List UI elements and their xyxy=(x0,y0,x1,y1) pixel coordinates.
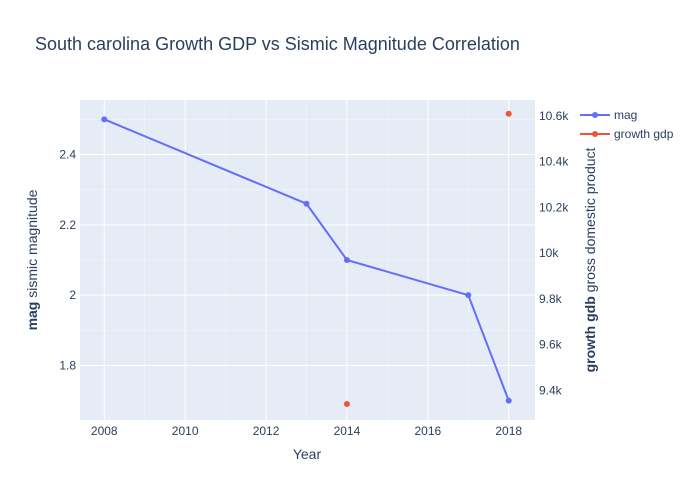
series-layer xyxy=(101,110,512,407)
y-left-tick-label: 2.2 xyxy=(59,218,76,232)
data-point-mag[interactable] xyxy=(505,397,512,404)
y-right-tick-label: 10k xyxy=(539,246,559,260)
y-left-axis-title-rest: sismic magnitude xyxy=(24,189,40,301)
data-point-mag[interactable] xyxy=(101,116,108,123)
legend-label: mag xyxy=(614,108,637,122)
data-point-mag[interactable] xyxy=(303,200,310,207)
y-left-axis-title: mag sismic magnitude xyxy=(24,189,40,330)
x-tick-label: 2010 xyxy=(172,424,199,438)
y-right-tick-label: 10.2k xyxy=(539,200,569,214)
y-right-tick-label: 9.8k xyxy=(539,292,563,306)
data-point-growth-gdp[interactable] xyxy=(343,401,350,407)
legend-item[interactable]: growth gdp xyxy=(580,127,674,141)
x-tick-label: 2014 xyxy=(334,424,361,438)
legend-swatch-marker xyxy=(592,131,598,137)
y-right-axis-title-bold: growth gdb xyxy=(582,296,598,372)
x-tick-label: 2008 xyxy=(91,424,118,438)
chart-title: South carolina Growth GDP vs Sismic Magn… xyxy=(35,34,520,54)
y-gridlines xyxy=(80,119,535,366)
legend-swatch-marker xyxy=(592,112,598,118)
y-left-tick-labels: 1.8 2 2.2 2.4 xyxy=(59,148,76,373)
y-left-tick-label: 1.8 xyxy=(59,358,76,372)
legend-item[interactable]: mag xyxy=(580,108,637,122)
y-left-tick-label: 2.4 xyxy=(59,148,76,162)
data-point-mag[interactable] xyxy=(465,292,472,299)
y-right-tick-label: 10.4k xyxy=(539,155,569,169)
y-right-axis-title-rest: gross domestic product xyxy=(582,147,598,296)
y-right-tick-labels: 9.4k 9.6k 9.8k 10k 10.2k 10.4k 10.6k xyxy=(539,109,569,397)
y-right-tick-label: 10.6k xyxy=(539,109,569,123)
y-right-axis-title: growth gdb gross domestic product xyxy=(582,147,598,372)
data-point-mag[interactable] xyxy=(343,257,350,263)
x-tick-label: 2016 xyxy=(414,424,441,438)
legend[interactable]: mag growth gdp xyxy=(580,108,674,141)
x-axis-title: Year xyxy=(293,446,322,462)
y-left-tick-label: 2 xyxy=(69,288,76,302)
x-tick-label: 2018 xyxy=(495,424,522,438)
x-tick-labels: 2008 2010 2012 2014 2016 2018 xyxy=(91,424,522,438)
legend-label: growth gdp xyxy=(614,127,674,141)
data-point-growth-gdp[interactable] xyxy=(505,110,512,117)
y-right-tick-label: 9.4k xyxy=(539,383,563,397)
y-left-axis-title-bold: mag xyxy=(24,302,40,331)
x-tick-label: 2012 xyxy=(253,424,280,438)
y-right-tick-label: 9.6k xyxy=(539,338,563,352)
